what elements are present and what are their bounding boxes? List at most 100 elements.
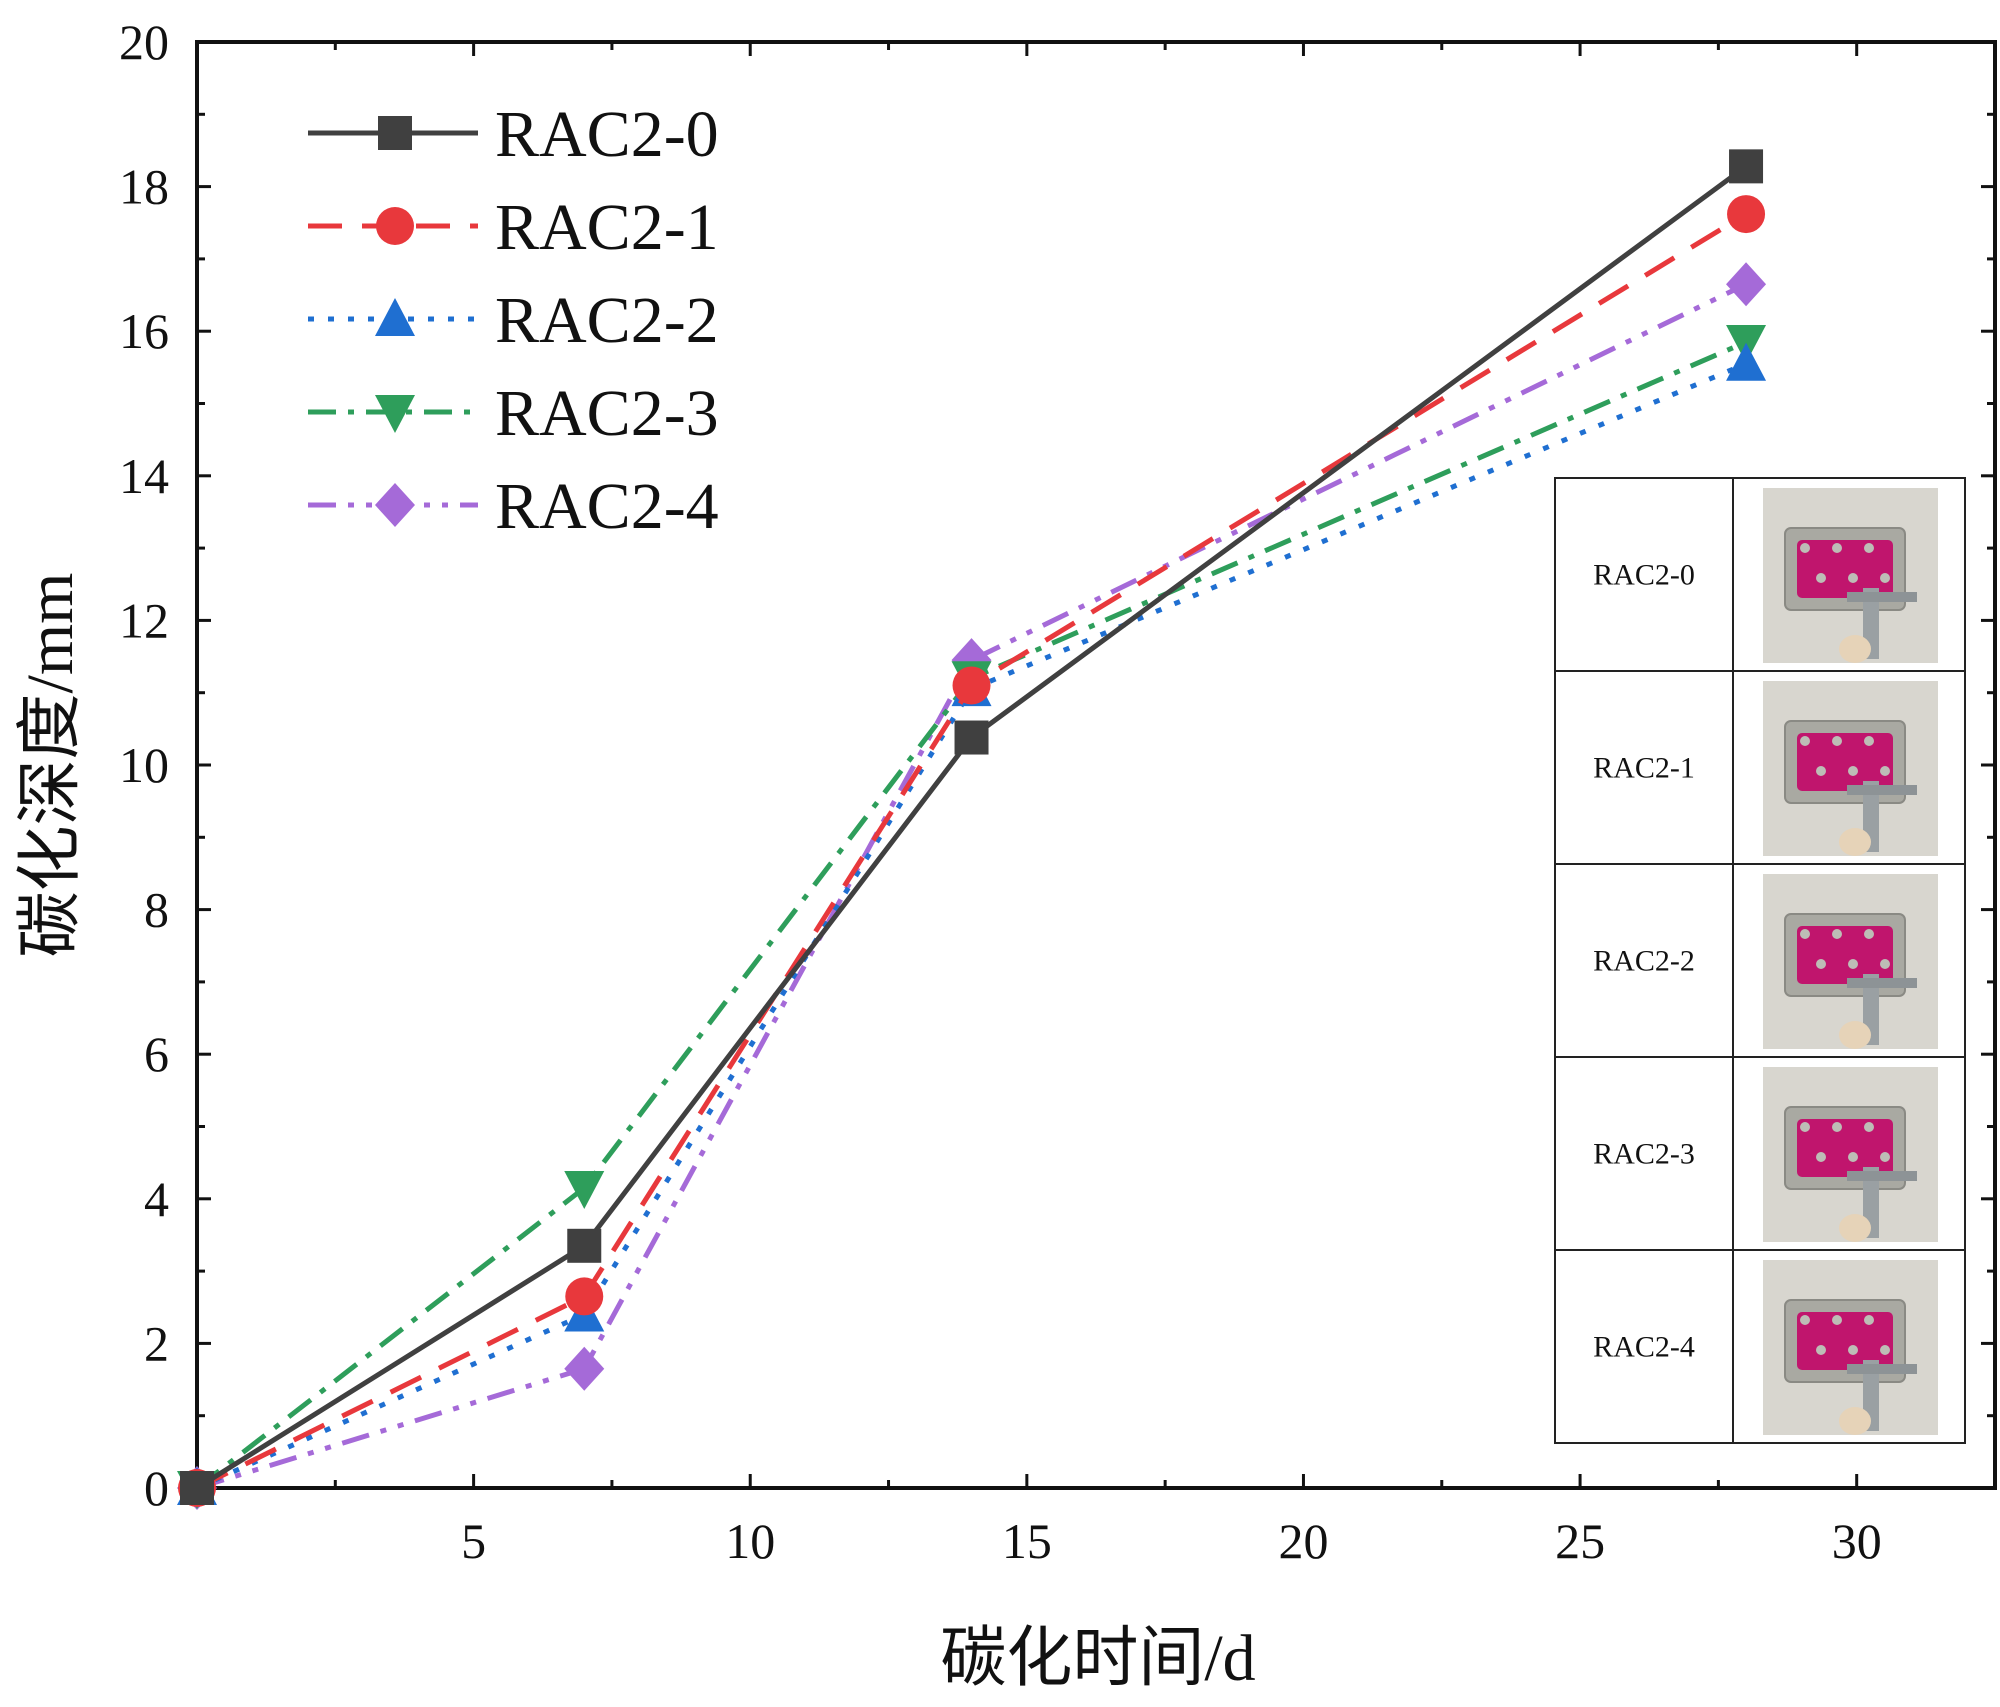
legend-item: RAC2-3 xyxy=(308,377,719,450)
caliper-jaw xyxy=(1847,1171,1917,1181)
inset-photo-table: RAC2-0 RAC2-1 RAC2-2 RAC2-3 RAC2-4 xyxy=(1554,477,1966,1444)
caliper-jaw xyxy=(1847,592,1917,602)
y-tick-label: 0 xyxy=(144,1460,169,1516)
aggregate-speck xyxy=(1800,929,1810,939)
stained-core xyxy=(1797,733,1893,791)
y-tick-label: 4 xyxy=(144,1171,169,1227)
legend-label: RAC2-3 xyxy=(495,377,719,450)
caliper-jaw xyxy=(1847,1364,1917,1374)
data-point xyxy=(564,1346,605,1391)
series-line xyxy=(195,164,1748,1491)
legend-item: RAC2-0 xyxy=(308,98,719,171)
inset-row-label: RAC2-3 xyxy=(1593,1138,1695,1171)
data-point xyxy=(565,1277,604,1316)
inset-row-label: RAC2-0 xyxy=(1593,559,1695,592)
specimen-photo-icon xyxy=(1763,874,1938,1049)
stained-core xyxy=(1797,540,1893,598)
data-point xyxy=(1726,342,1767,381)
stained-core xyxy=(1797,1119,1893,1177)
x-tick-label: 25 xyxy=(1555,1513,1605,1569)
hand xyxy=(1839,1214,1871,1242)
aggregate-speck xyxy=(1832,929,1842,939)
aggregate-speck xyxy=(1800,1122,1810,1132)
aggregate-speck xyxy=(1864,929,1874,939)
x-tick-label: 5 xyxy=(461,1513,486,1569)
legend-marker xyxy=(378,116,412,150)
series-RAC2-3 xyxy=(177,325,1767,1509)
aggregate-speck xyxy=(1864,736,1874,746)
aggregate-speck xyxy=(1816,1345,1826,1355)
aggregate-speck xyxy=(1848,959,1858,969)
legend-item: RAC2-4 xyxy=(308,470,719,543)
aggregate-speck xyxy=(1848,1345,1858,1355)
data-point xyxy=(180,1471,214,1505)
legend-marker xyxy=(375,483,415,527)
aggregate-speck xyxy=(1832,1315,1842,1325)
series-RAC2-0 xyxy=(180,149,1764,1505)
series-line xyxy=(195,361,1748,1491)
aggregate-speck xyxy=(1864,1315,1874,1325)
legend: RAC2-0 RAC2-1 RAC2-2 RAC2-3 RAC2-4 xyxy=(308,98,719,543)
y-tick-label: 8 xyxy=(144,882,169,938)
aggregate-speck xyxy=(1800,1315,1810,1325)
specimen-photo-icon xyxy=(1763,681,1938,856)
series-RAC2-4 xyxy=(177,262,1767,1510)
aggregate-speck xyxy=(1816,959,1826,969)
aggregate-speck xyxy=(1880,766,1890,776)
x-tick-label: 10 xyxy=(725,1513,775,1569)
x-tick-label: 20 xyxy=(1278,1513,1328,1569)
series-line xyxy=(195,339,1748,1490)
x-axis-title: 碳化时间/d xyxy=(940,1622,1255,1695)
aggregate-speck xyxy=(1832,1122,1842,1132)
aggregate-speck xyxy=(1848,1152,1858,1162)
legend-label: RAC2-4 xyxy=(495,470,719,543)
data-point xyxy=(954,720,989,755)
legend-label: RAC2-0 xyxy=(495,98,719,171)
series-line xyxy=(195,211,1748,1491)
stained-core xyxy=(1797,1312,1893,1370)
data-point xyxy=(1729,149,1764,184)
y-tick-label: 16 xyxy=(119,303,169,359)
y-tick-label: 6 xyxy=(144,1026,169,1082)
data-point xyxy=(567,1228,602,1263)
aggregate-speck xyxy=(1864,543,1874,553)
data-point xyxy=(564,1170,605,1209)
y-tick-label: 2 xyxy=(144,1315,169,1371)
caliper-jaw xyxy=(1847,785,1917,795)
legend-item: RAC2-2 xyxy=(308,284,719,357)
legend-label: RAC2-2 xyxy=(495,284,719,357)
stained-core xyxy=(1797,926,1893,984)
y-axis-title: 碳化深度/mm xyxy=(14,572,87,957)
hand xyxy=(1839,1021,1871,1049)
legend-item: RAC2-1 xyxy=(308,191,719,264)
aggregate-speck xyxy=(1848,766,1858,776)
y-tick-label: 12 xyxy=(119,592,169,648)
aggregate-speck xyxy=(1880,1345,1890,1355)
data-point xyxy=(952,666,991,705)
inset-row-label: RAC2-1 xyxy=(1593,752,1695,785)
series-RAC2-2 xyxy=(177,342,1767,1505)
aggregate-speck xyxy=(1816,766,1826,776)
aggregate-speck xyxy=(1816,573,1826,583)
hand xyxy=(1839,828,1871,856)
legend-label: RAC2-1 xyxy=(495,191,719,264)
data-point xyxy=(1726,262,1767,307)
hand xyxy=(1839,1407,1871,1435)
specimen-photo-icon xyxy=(1763,1260,1938,1435)
aggregate-speck xyxy=(1848,573,1858,583)
y-tick-label: 20 xyxy=(119,14,169,70)
legend-marker xyxy=(375,395,415,433)
y-tick-label: 10 xyxy=(119,737,169,793)
aggregate-speck xyxy=(1832,543,1842,553)
aggregate-speck xyxy=(1880,1152,1890,1162)
inset-row-label: RAC2-4 xyxy=(1593,1331,1695,1364)
data-point xyxy=(1727,195,1766,234)
inset-row-label: RAC2-2 xyxy=(1593,945,1695,978)
aggregate-speck xyxy=(1880,573,1890,583)
aggregate-speck xyxy=(1880,959,1890,969)
aggregate-speck xyxy=(1864,1122,1874,1132)
axes: 0 2 4 6 8 10 12 14 16 18 20 5 10 15 20 25 30 xyxy=(119,14,1997,1569)
aggregate-speck xyxy=(1816,1152,1826,1162)
series-layer xyxy=(177,149,1767,1510)
